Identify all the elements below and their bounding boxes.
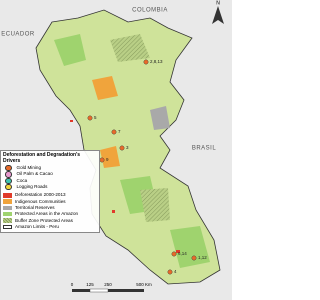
legend-swatch — [3, 199, 12, 204]
site-label: 3 — [126, 145, 129, 150]
legend-item: Deforestation 2000-2013 — [3, 192, 97, 198]
legend-item: Territorial Reserves — [3, 205, 97, 211]
legend-swatch — [3, 205, 12, 211]
legend-item: Gold Mining — [3, 164, 97, 172]
north-arrow-shape — [212, 6, 224, 24]
indigenous-community — [92, 76, 118, 100]
legend-item: Protected Areas in the Amazon — [3, 211, 97, 217]
legend-label: Logging Roads — [16, 184, 48, 190]
buffer-zone — [140, 188, 170, 222]
buffer-zone — [110, 34, 150, 62]
scale-segment — [108, 289, 144, 292]
legend-label: Indigenous Communities — [15, 198, 66, 204]
legend-swatch — [3, 211, 12, 217]
site-marker — [143, 59, 149, 65]
site-marker — [171, 251, 177, 257]
site-label: 9 — [106, 157, 109, 162]
site-label: 6,14 — [178, 251, 187, 256]
scale-label: 0 — [71, 282, 74, 287]
legend-item: Logging Roads — [3, 183, 97, 191]
protected-area — [54, 34, 86, 66]
amazon-region — [35, 9, 221, 285]
legend: Deforestation and Degradation's Drivers … — [0, 150, 100, 233]
site-label: 4 — [174, 269, 177, 274]
legend-label: Territorial Reserves — [15, 204, 55, 210]
labels: COLOMBIA ECUADOR BRASIL 2,8,13 5 7 9 3 6,14 1,12 4 — [1, 8, 216, 275]
site-marker — [119, 145, 125, 151]
legend-item: Buffer Zone Protected Areas — [3, 217, 97, 223]
scale-label: 500 Km — [136, 282, 152, 287]
legend-swatch — [3, 224, 12, 230]
legend-item: Oil Palm & Cacao — [3, 171, 97, 178]
territorial-reserve — [150, 106, 170, 130]
legend-swatch — [3, 218, 12, 223]
legend-marker — [5, 164, 12, 172]
north-label: N — [216, 0, 220, 6]
site-marker — [87, 115, 93, 121]
country-label: BRASIL — [192, 146, 217, 152]
site-label: 1,12 — [198, 255, 207, 260]
indigenous-community — [100, 146, 120, 168]
scale-label: 125 — [86, 282, 94, 287]
scale-label: 250 — [104, 282, 112, 287]
legend-title: Deforestation and Degradation's Drivers — [3, 152, 81, 164]
legend-label: Amazon Limits - Peru — [15, 223, 59, 229]
legend-label: Gold Mining — [16, 165, 42, 171]
map-page: COLOMBIA ECUADOR BRASIL 2,8,13 5 7 9 3 6,14 1,12 4… — [0, 0, 232, 300]
legend-item: Amazon Limits - Peru — [3, 224, 97, 230]
north-arrow: N — [212, 0, 224, 24]
scale-segment — [72, 289, 90, 292]
legend-item: Coca — [3, 177, 97, 184]
scale-bar: 0 125 250 500 Km — [71, 282, 152, 293]
legend-label: Protected Areas in the Amazon — [15, 211, 79, 217]
site-marker — [99, 157, 105, 163]
legend-label: Oil Palm & Cacao — [16, 171, 53, 177]
site-marker — [191, 255, 197, 261]
protected-area — [170, 226, 210, 268]
legend-item: Indigenous Communities — [3, 198, 97, 204]
legend-marker — [5, 171, 12, 178]
site-label: 5 — [94, 115, 97, 120]
site-label: 7 — [118, 129, 121, 134]
legend-marker — [5, 177, 12, 184]
legend-label: Buffer Zone Protected Areas — [15, 217, 73, 223]
legend-label: Coca — [16, 177, 28, 183]
site-marker — [167, 269, 173, 275]
legend-label: Deforestation 2000-2013 — [15, 192, 66, 198]
legend-marker — [5, 183, 12, 191]
legend-swatch — [3, 193, 12, 198]
country-label: COLOMBIA — [132, 8, 168, 14]
site-label: 2,8,13 — [150, 59, 163, 64]
site-marker — [111, 129, 117, 135]
scale-segment — [89, 288, 109, 293]
country-label: ECUADOR — [1, 32, 35, 38]
